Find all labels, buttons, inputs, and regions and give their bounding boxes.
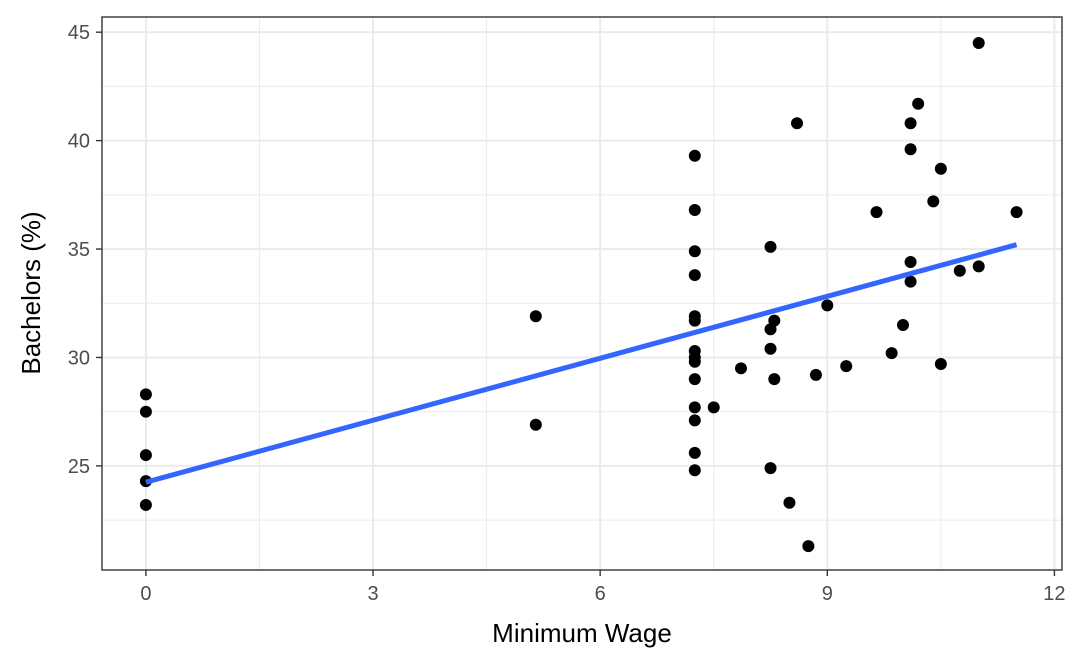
data-point xyxy=(688,245,701,258)
data-point xyxy=(764,342,777,355)
data-point xyxy=(688,373,701,386)
data-point xyxy=(972,37,985,50)
data-point xyxy=(688,464,701,477)
trend-line xyxy=(145,242,1018,485)
data-point xyxy=(139,449,152,462)
y-tick-label: 40 xyxy=(68,131,90,153)
data-point xyxy=(688,204,701,217)
data-point xyxy=(1010,206,1023,219)
data-point xyxy=(885,347,898,360)
y-tick-label: 25 xyxy=(68,456,90,478)
data-point xyxy=(529,418,542,431)
data-point xyxy=(870,206,883,219)
data-point xyxy=(821,299,834,312)
data-point xyxy=(688,314,701,327)
data-point xyxy=(904,256,917,269)
data-point xyxy=(139,388,152,401)
data-point xyxy=(688,414,701,427)
x-tick-label: 9 xyxy=(822,583,833,605)
data-point xyxy=(783,496,796,509)
x-axis-title: Minimum Wage xyxy=(492,618,672,648)
data-point xyxy=(768,314,781,327)
data-point xyxy=(768,373,781,386)
data-point xyxy=(791,117,804,130)
data-point xyxy=(707,401,720,414)
data-point xyxy=(688,401,701,414)
data-point xyxy=(927,195,940,208)
data-point xyxy=(934,357,947,370)
data-points xyxy=(139,37,1023,553)
y-tick-label: 45 xyxy=(68,22,90,44)
data-point xyxy=(764,462,777,475)
data-point xyxy=(688,355,701,368)
y-tick-label: 30 xyxy=(68,347,90,369)
data-point xyxy=(688,269,701,282)
data-point xyxy=(912,97,925,110)
data-point xyxy=(139,498,152,511)
data-point xyxy=(904,275,917,288)
data-point xyxy=(734,362,747,375)
data-point xyxy=(934,162,947,175)
x-tick-label: 12 xyxy=(1043,583,1065,605)
data-point xyxy=(972,260,985,273)
data-point xyxy=(840,360,853,373)
data-point xyxy=(802,540,815,553)
data-point xyxy=(809,368,822,381)
panel-border xyxy=(101,16,1063,571)
data-point xyxy=(139,405,152,418)
minor-gridlines xyxy=(102,17,1062,570)
data-point xyxy=(688,446,701,459)
data-point xyxy=(904,117,917,130)
data-point xyxy=(904,143,917,156)
x-tick-label: 0 xyxy=(140,583,151,605)
data-point xyxy=(764,240,777,253)
y-axis: 25 30 35 40 45 xyxy=(68,22,102,478)
data-point xyxy=(897,318,910,331)
data-point xyxy=(529,310,542,323)
x-tick-label: 6 xyxy=(595,583,606,605)
data-point xyxy=(688,149,701,162)
data-point xyxy=(953,264,966,277)
y-tick-label: 35 xyxy=(68,239,90,261)
x-tick-label: 3 xyxy=(367,583,378,605)
panel-background xyxy=(102,17,1062,570)
x-axis: 0 3 6 9 12 xyxy=(140,570,1066,605)
y-axis-title: Bachelors (%) xyxy=(16,211,46,374)
